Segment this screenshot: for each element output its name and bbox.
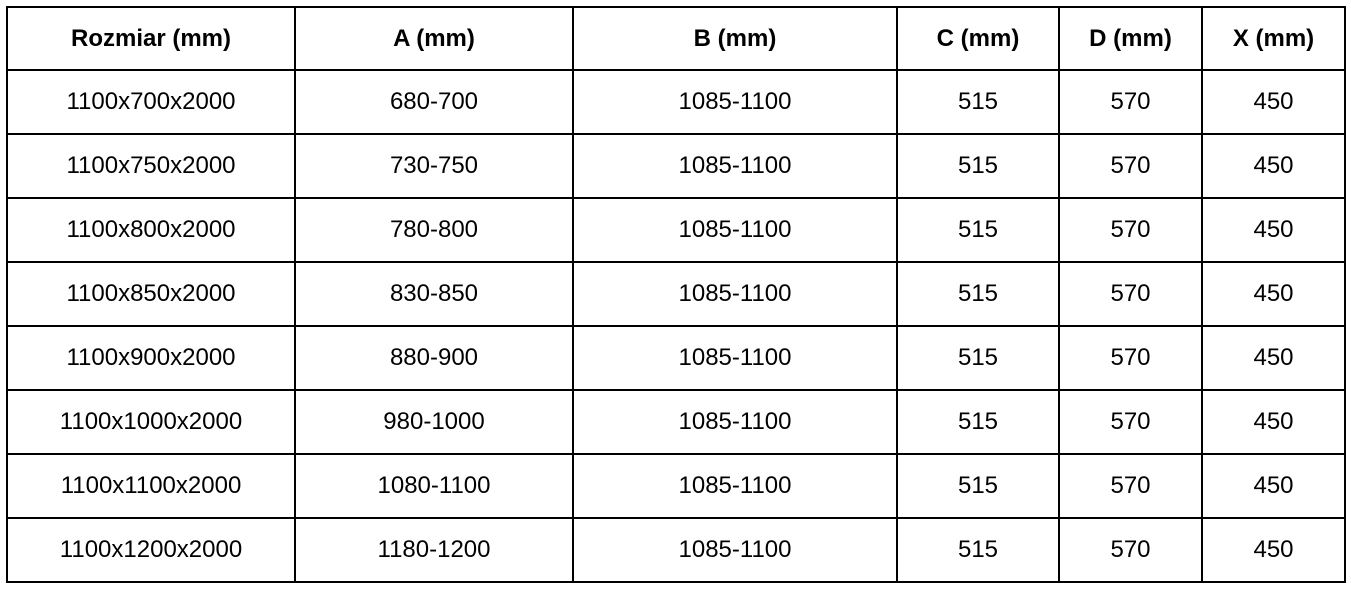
table-row: 1100x1100x2000 1080-1100 1085-1100 515 570 45… [6,453,1346,519]
cell-d: 570 [1058,197,1203,263]
column-header-x: X (mm) [1201,6,1346,71]
table-row: 1100x850x2000 830-850 1085-1100 515 570 450 [6,261,1346,327]
cell-size: 1100x1200x2000 [6,517,296,583]
cell-a: 730-750 [294,133,574,199]
cell-d: 570 [1058,517,1203,583]
table-row: 1100x1000x2000 980-1000 1085-1100 515 570 450 [6,389,1346,455]
cell-a: 830-850 [294,261,574,327]
cell-d: 570 [1058,325,1203,391]
cell-x: 450 [1201,69,1346,135]
cell-size: 1100x900x2000 [6,325,296,391]
cell-d: 570 [1058,69,1203,135]
table-row: 1100x700x2000 680-700 1085-1100 515 570 450 [6,69,1346,135]
cell-a: 1080-1100 [294,453,574,519]
cell-c: 515 [896,261,1060,327]
cell-a: 1180-1200 [294,517,574,583]
column-header-b: B (mm) [572,6,898,71]
column-header-size: Rozmiar (mm) [6,6,296,71]
cell-a: 780-800 [294,197,574,263]
header-row: Rozmiar (mm) A (mm) B (mm) C (mm) D (mm) X (m… [6,6,1346,71]
table-row: 1100x1200x2000 1180-1200 1085-1100 515 570 45… [6,517,1346,583]
column-header-a: A (mm) [294,6,574,71]
cell-c: 515 [896,69,1060,135]
cell-x: 450 [1201,133,1346,199]
table-row: 1100x900x2000 880-900 1085-1100 515 570 450 [6,325,1346,391]
cell-b: 1085-1100 [572,69,898,135]
cell-c: 515 [896,389,1060,455]
cell-c: 515 [896,453,1060,519]
cell-x: 450 [1201,261,1346,327]
column-header-d: D (mm) [1058,6,1203,71]
cell-b: 1085-1100 [572,517,898,583]
cell-x: 450 [1201,197,1346,263]
cell-x: 450 [1201,517,1346,583]
cell-a: 680-700 [294,69,574,135]
cell-size: 1100x750x2000 [6,133,296,199]
cell-b: 1085-1100 [572,133,898,199]
cell-c: 515 [896,325,1060,391]
cell-b: 1085-1100 [572,453,898,519]
cell-b: 1085-1100 [572,197,898,263]
cell-d: 570 [1058,453,1203,519]
table-row: 1100x750x2000 730-750 1085-1100 515 570 450 [6,133,1346,199]
cell-d: 570 [1058,261,1203,327]
cell-size: 1100x700x2000 [6,69,296,135]
column-header-c: C (mm) [896,6,1060,71]
cell-b: 1085-1100 [572,389,898,455]
cell-size: 1100x800x2000 [6,197,296,263]
cell-x: 450 [1201,453,1346,519]
cell-d: 570 [1058,133,1203,199]
cell-x: 450 [1201,325,1346,391]
cell-c: 515 [896,517,1060,583]
cell-a: 880-900 [294,325,574,391]
cell-size: 1100x1100x2000 [6,453,296,519]
cell-b: 1085-1100 [572,325,898,391]
cell-size: 1100x1000x2000 [6,389,296,455]
cell-d: 570 [1058,389,1203,455]
cell-size: 1100x850x2000 [6,261,296,327]
cell-x: 450 [1201,389,1346,455]
table-row: 1100x800x2000 780-800 1085-1100 515 570 450 [6,197,1346,263]
cell-a: 980-1000 [294,389,574,455]
cell-c: 515 [896,133,1060,199]
cell-c: 515 [896,197,1060,263]
dimensions-table: Rozmiar (mm) A (mm) B (mm) C (mm) D (mm) X (m… [6,6,1346,583]
cell-b: 1085-1100 [572,261,898,327]
